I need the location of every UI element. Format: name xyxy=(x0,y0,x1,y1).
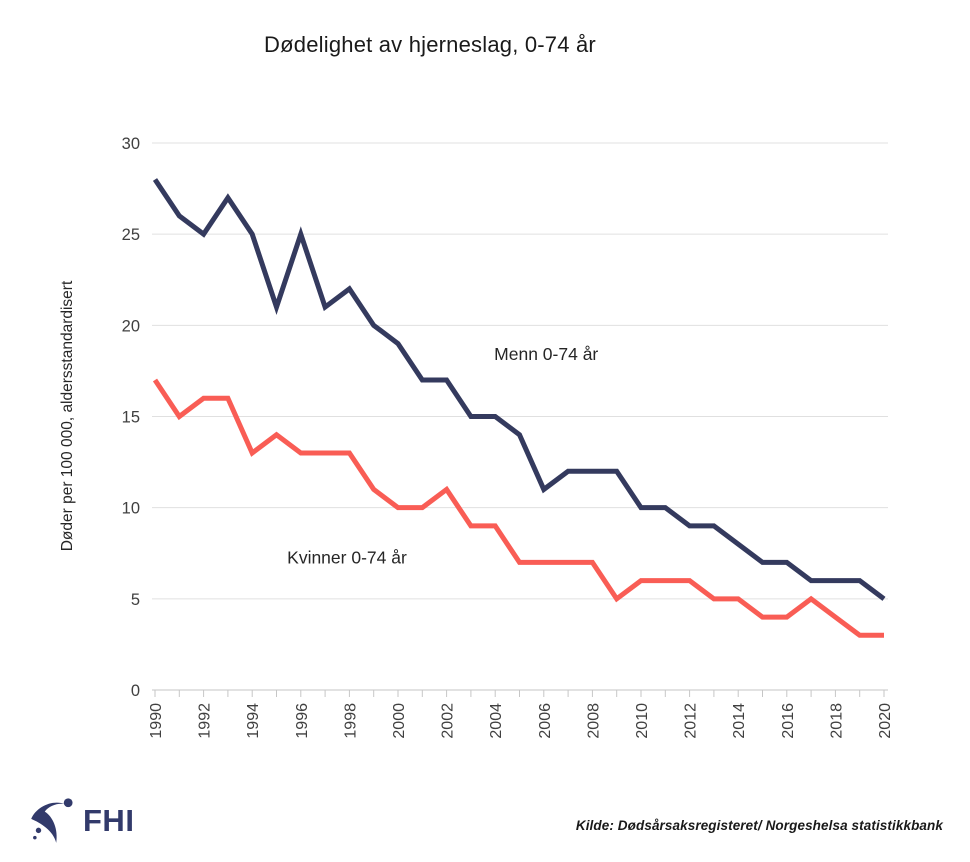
x-tick-label: 2020 xyxy=(877,703,894,739)
fhi-logo-text: FHI xyxy=(83,803,135,838)
x-tick-label: 1992 xyxy=(197,703,214,739)
series-label-kvinner: Kvinner 0-74 år xyxy=(287,547,407,567)
source-citation: Kilde: Dødsårsaksregisteret/ Norgeshelsa… xyxy=(575,818,943,833)
x-tick-label: 1998 xyxy=(342,703,359,739)
y-tick-label: 0 xyxy=(131,682,140,700)
x-tick-label: 2002 xyxy=(440,703,457,739)
y-tick-label: 30 xyxy=(122,135,140,153)
x-tick-label: 2010 xyxy=(634,703,651,739)
x-tick-label: 1990 xyxy=(148,703,165,739)
x-tick-label: 2016 xyxy=(780,703,797,739)
x-tick-label: 2014 xyxy=(731,703,748,739)
y-tick-label: 5 xyxy=(131,591,140,609)
x-tick-label: 2018 xyxy=(828,703,845,739)
x-tick-label: 2006 xyxy=(537,703,554,739)
x-tick-label: 1994 xyxy=(245,703,262,739)
fhi-logo-icon xyxy=(31,798,73,843)
fhi-logo: FHI xyxy=(28,793,134,849)
y-tick-label: 15 xyxy=(122,409,140,427)
x-tick-label: 2004 xyxy=(488,703,505,739)
x-tick-label: 2000 xyxy=(391,703,408,739)
series-line-kvinner xyxy=(152,378,884,638)
x-tick-label: 2012 xyxy=(683,703,700,739)
line-chart: 0 5 10 15 20 25 30 1990 1992 1994 1996 1998 2000 2002… xyxy=(122,135,894,739)
y-tick-label: 25 xyxy=(122,226,140,244)
x-tick-label: 2008 xyxy=(585,703,602,739)
x-tick-label: 1996 xyxy=(294,703,311,739)
y-tick-label: 20 xyxy=(122,317,140,335)
chart-title: Dødelighet av hjerneslag, 0-74 år xyxy=(264,32,596,57)
series-line-menn xyxy=(152,178,886,601)
y-tick-label: 10 xyxy=(122,500,140,518)
series-label-menn: Menn 0-74 år xyxy=(494,344,598,364)
